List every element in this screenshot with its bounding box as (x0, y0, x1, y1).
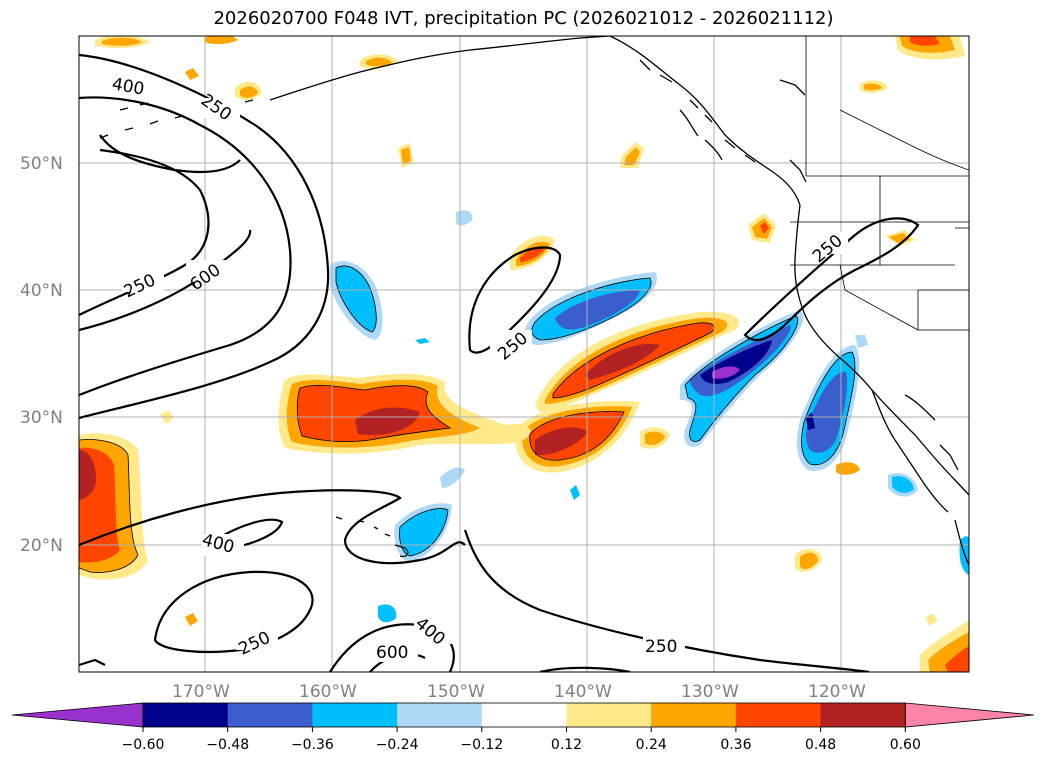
colorbar: −0.60 −0.48 −0.36 −0.24 −0.12 0.12 0.24 0.36 0.4… (11, 702, 1035, 753)
colorbar-extend-low (11, 702, 144, 728)
lat-label-30n: 30°N (20, 408, 63, 428)
colorbar-segment (312, 703, 398, 727)
contour-labels: 400 250 250 600 250 250 400 250 400 600 … (108, 74, 848, 663)
latitude-labels: 50°N 40°N 30°N 20°N (20, 154, 63, 556)
colorbar-tick-label: 0.60 (890, 737, 921, 753)
colorbar-segment (820, 703, 906, 727)
contour-label-600-b: 600 (376, 643, 408, 663)
colorbar-tick-label: −0.24 (376, 737, 419, 753)
colorbar-tick-label: −0.48 (206, 737, 249, 753)
lat-label-40n: 40°N (20, 281, 63, 301)
plot-frame (78, 35, 970, 673)
graticule (79, 36, 969, 672)
colorbar-segment (735, 703, 822, 727)
colorbar-tick-label: −0.60 (122, 737, 165, 753)
lon-label-120w: 120°W (808, 682, 866, 702)
lon-label-150w: 150°W (427, 682, 485, 702)
positive-precip-anomaly-shading (79, 36, 969, 672)
colorbar-segment (397, 703, 483, 727)
lon-label-160w: 160°W (299, 682, 357, 702)
lat-label-20n: 20°N (20, 536, 63, 556)
colorbar-segment (566, 703, 652, 727)
negative-precip-anomaly-shading (330, 210, 969, 623)
colorbar-frame (142, 702, 906, 728)
colorbar-tick-label: −0.12 (460, 737, 503, 753)
lat-label-50n: 50°N (20, 154, 63, 174)
colorbar-segment (227, 703, 313, 727)
colorbar-segment (143, 703, 229, 727)
lon-label-170w: 170°W (172, 682, 230, 702)
longitude-labels: 170°W 160°W 150°W 140°W 130°W 120°W (172, 682, 866, 702)
colorbar-tick-label: 0.36 (720, 737, 751, 753)
colorbar-tick-label: 0.48 (805, 737, 836, 753)
ivt-contours (79, 53, 920, 672)
colorbar-segment (651, 703, 737, 727)
map-title: 2026020700 F048 IVT, precipitation PC (2… (213, 8, 834, 29)
contour-label-250-f: 250 (645, 637, 677, 657)
colorbar-segment (481, 703, 567, 727)
colorbar-tick-label: −0.36 (291, 737, 334, 753)
colorbar-tick-label: 0.12 (551, 737, 582, 753)
colorbar-tick-label: 0.24 (636, 737, 667, 753)
anomaly-outlines (79, 265, 856, 573)
lon-label-130w: 130°W (681, 682, 739, 702)
colorbar-extend-high (904, 702, 1035, 728)
lon-label-140w: 140°W (554, 682, 612, 702)
